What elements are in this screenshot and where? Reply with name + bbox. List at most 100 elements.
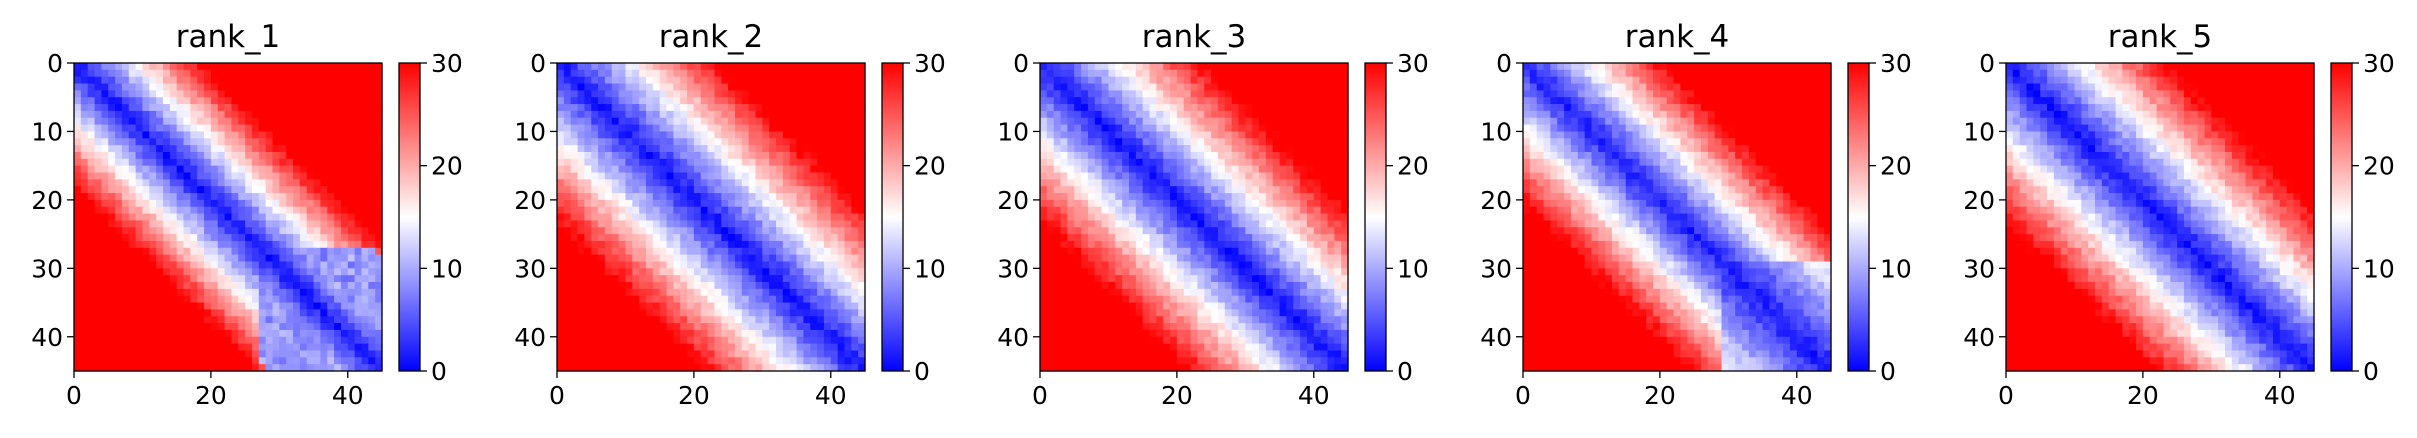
heatmap-cell [251,83,260,91]
heatmap-cell [327,151,335,160]
heatmap-cell [156,357,164,365]
heatmap-cell [368,165,376,174]
heatmap-cell [80,63,89,71]
heatmap-cell [169,165,178,174]
heatmap-cell [693,309,702,317]
heatmap-cell [176,193,185,201]
heatmap-cell [1313,124,1322,133]
heatmap-cell [327,288,335,297]
heatmap-cell [652,117,661,126]
heatmap-cell [1108,90,1116,98]
heatmap-cell [1211,145,1219,153]
heatmap-cell [176,336,185,345]
heatmap-cell [1067,97,1075,105]
heatmap-cell [299,165,308,174]
heatmap-cell [1060,131,1068,139]
heatmap-cell [340,343,349,352]
heatmap-cell [204,83,212,91]
heatmap-cell [611,350,620,358]
heatmap-cell [632,282,640,290]
heatmap-cell [258,302,267,310]
heatmap-cell [693,145,702,153]
heatmap-cell [1245,97,1253,105]
heatmap-cell [1040,158,1048,167]
heatmap-cell [748,83,757,91]
heatmap-cell [80,90,89,98]
heatmap-cell [577,275,585,283]
heatmap-cell [1272,76,1281,85]
heatmap-cell [673,288,681,297]
heatmap-cell [1046,138,1055,146]
heatmap-cell [823,186,832,194]
heatmap-cell [1300,63,1308,71]
heatmap-cell [1245,145,1253,153]
heatmap-cell [851,158,859,167]
heatmap-cell [1231,151,1240,160]
heatmap-cell [563,104,572,112]
heatmap-cell [340,275,349,283]
heatmap-cell [741,254,750,263]
heatmap-cell [169,179,178,187]
heatmap-cell [320,234,328,242]
heatmap-cell [598,138,606,146]
heatmap-cell [190,186,198,194]
heatmap-cell [1217,90,1226,98]
heatmap-cell [741,172,750,180]
heatmap-cell [639,329,647,338]
heatmap-cell [108,254,116,263]
heatmap-cell [591,172,599,180]
heatmap-cell [1046,104,1055,112]
heatmap-cell [604,172,613,180]
heatmap-cell [265,110,274,119]
heatmap-cell [823,179,832,187]
heatmap-cell [769,117,777,126]
heatmap-cell [156,213,164,222]
heatmap-cell [121,350,130,358]
heatmap-cell [714,165,722,174]
heatmap-cell [217,213,226,222]
heatmap-cell [714,117,722,126]
heatmap-cell [1122,83,1130,91]
heatmap-cell [80,261,89,269]
heatmap-cell [320,343,328,352]
heatmap-cell [334,329,342,338]
heatmap-cell [700,220,709,228]
heatmap-cell [652,165,661,174]
heatmap-cell [645,261,654,269]
heatmap-cell [823,110,832,119]
heatmap-cell [354,179,363,187]
heatmap-cell [1149,76,1157,85]
heatmap-cell [293,240,301,249]
heatmap-cell [320,316,328,324]
heatmap-cell [755,343,763,352]
heatmap-cell [639,323,647,331]
heatmap-cell [190,213,198,222]
heatmap-cell [293,186,301,194]
heatmap-cell [1067,138,1075,146]
heatmap-cell [101,364,109,372]
heatmap-cell [1067,83,1075,91]
heatmap-cell [1279,63,1287,71]
heatmap-cell [1060,151,1068,160]
heatmap-cell [1272,110,1281,119]
heatmap-cell [1204,179,1212,187]
heatmap-cell [604,220,613,228]
heatmap-cell [598,295,606,304]
heatmap-cell [238,76,246,85]
heatmap-cell [844,323,852,331]
heatmap-cell [618,316,627,324]
heatmap-cell [1286,76,1294,85]
heatmap-cell [858,145,866,153]
heatmap-cell [1087,172,1096,180]
heatmap-cell [176,329,185,338]
heatmap-cell [714,138,722,146]
heatmap-cell [80,227,89,235]
heatmap-cell [673,254,681,263]
heatmap-cell [162,350,171,358]
heatmap-cell [361,124,369,133]
heatmap-cell [210,323,219,331]
heatmap-cell [721,343,729,352]
heatmap-cell [563,240,572,249]
heatmap-cell [837,323,846,331]
heatmap-cell [604,343,613,352]
